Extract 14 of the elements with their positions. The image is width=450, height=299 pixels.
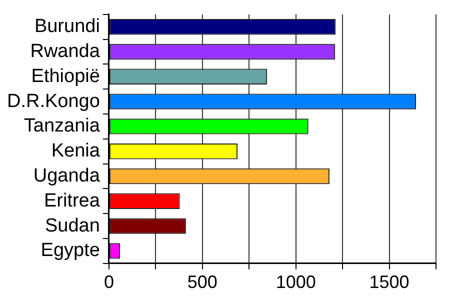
y-tick-label: Eritrea — [44, 190, 100, 212]
y-tick-label: Uganda — [33, 165, 100, 186]
x-tick-label: 0 — [104, 272, 114, 292]
y-tick-label: Rwanda — [30, 40, 100, 62]
y-tick-label: Ethiopië — [31, 66, 100, 87]
y-tick-label: Burundi — [34, 16, 100, 38]
y-tick-label: Egypte — [40, 240, 100, 262]
y-tick-label: D.R.Kongo — [6, 90, 100, 112]
x-tick-label: 500 — [187, 272, 218, 292]
y-tick-label: Tanzania — [24, 116, 100, 137]
x-tick-label: 1000 — [276, 272, 316, 292]
y-tick-label: Sudan — [44, 215, 100, 236]
x-tick-label: 1500 — [369, 272, 410, 292]
y-tick-label: Kenia — [51, 140, 100, 162]
